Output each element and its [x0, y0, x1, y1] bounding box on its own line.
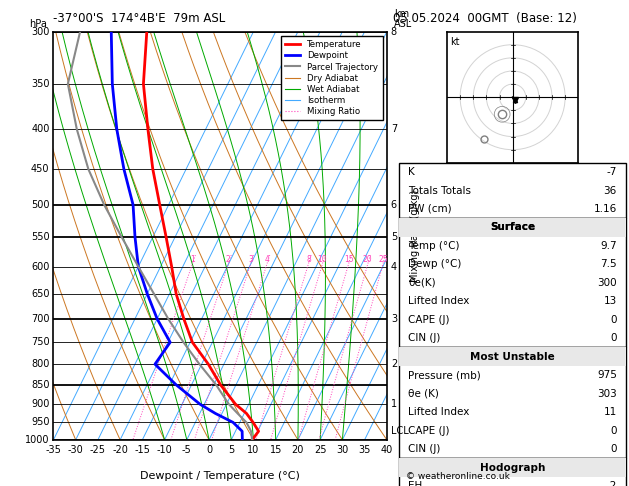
Text: Pressure (mb): Pressure (mb) [408, 370, 481, 380]
Text: Most Unstable: Most Unstable [470, 352, 555, 362]
Text: -2: -2 [606, 481, 617, 486]
Text: 10: 10 [247, 445, 260, 455]
Text: K: K [408, 167, 415, 177]
Text: 1: 1 [391, 399, 397, 409]
Text: -10: -10 [157, 445, 172, 455]
Text: © weatheronline.co.uk: © weatheronline.co.uk [406, 472, 509, 481]
Text: 36: 36 [604, 186, 617, 195]
Text: 1000: 1000 [25, 435, 50, 445]
Text: 15: 15 [344, 255, 353, 264]
Text: -15: -15 [135, 445, 150, 455]
Text: -20: -20 [112, 445, 128, 455]
Text: hPa: hPa [30, 19, 47, 29]
Text: 15: 15 [269, 445, 282, 455]
Text: 975: 975 [597, 370, 617, 380]
Text: 7: 7 [391, 124, 397, 134]
Bar [399, 458, 626, 477]
Text: 350: 350 [31, 79, 50, 89]
Text: Temp (°C): Temp (°C) [408, 241, 460, 251]
Text: Lifted Index: Lifted Index [408, 407, 470, 417]
Text: 0: 0 [206, 445, 212, 455]
Text: 4: 4 [265, 255, 269, 264]
Text: Mixing Ratio (g/kg): Mixing Ratio (g/kg) [410, 190, 420, 282]
Text: 6: 6 [391, 200, 397, 210]
Text: Lifted Index: Lifted Index [408, 296, 470, 306]
Text: 650: 650 [31, 289, 50, 299]
Text: 303: 303 [597, 389, 617, 399]
Text: -35: -35 [45, 445, 62, 455]
Text: -37°00'S  174°4B'E  79m ASL: -37°00'S 174°4B'E 79m ASL [53, 12, 226, 25]
Text: 13: 13 [604, 296, 617, 306]
Text: 300: 300 [31, 27, 50, 36]
Text: EH: EH [408, 481, 423, 486]
Text: 500: 500 [31, 200, 50, 210]
Text: 1: 1 [190, 255, 195, 264]
Text: Surface: Surface [490, 223, 535, 232]
Text: 2: 2 [391, 359, 397, 369]
Text: 0: 0 [610, 333, 617, 343]
Text: 450: 450 [31, 164, 50, 174]
Text: -7: -7 [606, 167, 617, 177]
Text: km
ASL: km ASL [394, 9, 413, 29]
Text: CAPE (J): CAPE (J) [408, 315, 450, 325]
Text: -5: -5 [182, 445, 192, 455]
Text: 0: 0 [610, 444, 617, 454]
Bar [399, 347, 626, 366]
Text: Totals Totals: Totals Totals [408, 186, 472, 195]
Text: 3: 3 [391, 314, 397, 324]
Text: 4: 4 [391, 261, 397, 272]
Text: 900: 900 [31, 399, 50, 409]
Text: -30: -30 [68, 445, 84, 455]
Text: CIN (J): CIN (J) [408, 333, 441, 343]
Text: kt: kt [450, 37, 459, 47]
Text: 750: 750 [31, 337, 50, 347]
Text: 35: 35 [359, 445, 371, 455]
Text: Dewp (°C): Dewp (°C) [408, 260, 462, 269]
Legend: Temperature, Dewpoint, Parcel Trajectory, Dry Adiabat, Wet Adiabat, Isotherm, Mi: Temperature, Dewpoint, Parcel Trajectory… [281, 36, 382, 121]
Text: 700: 700 [31, 314, 50, 324]
Text: Surface: Surface [490, 223, 535, 232]
Text: 20: 20 [363, 255, 372, 264]
Text: PW (cm): PW (cm) [408, 204, 452, 214]
Text: 5: 5 [228, 445, 235, 455]
Text: LCL: LCL [391, 426, 409, 436]
Text: 7.5: 7.5 [600, 260, 617, 269]
Text: 850: 850 [31, 380, 50, 390]
Text: 11: 11 [604, 407, 617, 417]
Text: 3: 3 [248, 255, 253, 264]
Text: 2: 2 [226, 255, 231, 264]
Text: 8: 8 [391, 27, 397, 36]
Text: CAPE (J): CAPE (J) [408, 426, 450, 435]
Text: CIN (J): CIN (J) [408, 444, 441, 454]
Text: 950: 950 [31, 417, 50, 428]
Text: -25: -25 [90, 445, 106, 455]
Text: 400: 400 [31, 124, 50, 134]
Text: 40: 40 [381, 445, 393, 455]
Text: θe (K): θe (K) [408, 389, 439, 399]
Text: 1.16: 1.16 [594, 204, 617, 214]
Text: 25: 25 [314, 445, 326, 455]
Text: 8: 8 [306, 255, 311, 264]
Text: 0: 0 [610, 426, 617, 435]
Text: 30: 30 [337, 445, 348, 455]
Text: Hodograph: Hodograph [480, 463, 545, 472]
Text: 10: 10 [318, 255, 327, 264]
Text: 300: 300 [597, 278, 617, 288]
Text: 25: 25 [378, 255, 388, 264]
Text: 600: 600 [31, 261, 50, 272]
Text: 550: 550 [31, 232, 50, 242]
Text: 05.05.2024  00GMT  (Base: 12): 05.05.2024 00GMT (Base: 12) [393, 12, 577, 25]
Text: Dewpoint / Temperature (°C): Dewpoint / Temperature (°C) [140, 471, 300, 481]
Text: θe(K): θe(K) [408, 278, 436, 288]
Bar [399, 218, 626, 237]
Text: 0: 0 [610, 315, 617, 325]
Text: 800: 800 [31, 359, 50, 369]
Text: 5: 5 [391, 232, 397, 242]
Text: 20: 20 [292, 445, 304, 455]
Text: 9.7: 9.7 [600, 241, 617, 251]
